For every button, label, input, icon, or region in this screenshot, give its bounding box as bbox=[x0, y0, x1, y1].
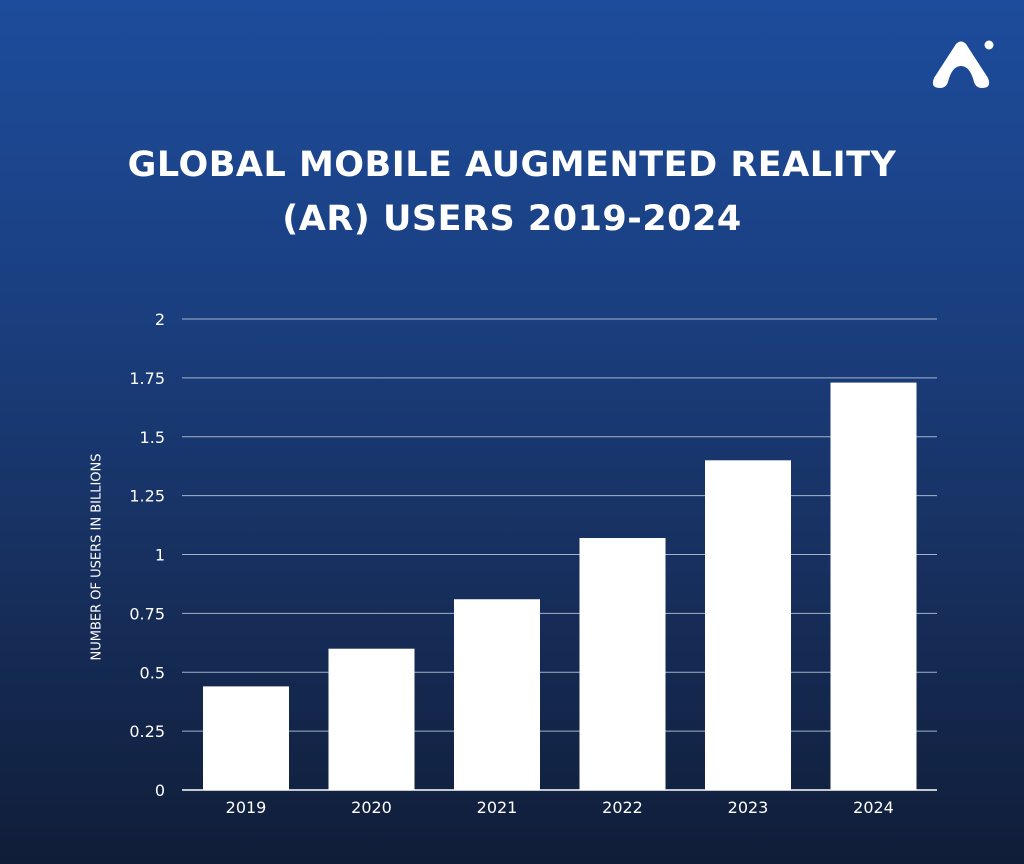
y-tick-label: 1 bbox=[155, 546, 165, 565]
x-tick-label: 2020 bbox=[351, 798, 392, 817]
x-tick-label: 2024 bbox=[853, 798, 894, 817]
brand-logo-icon bbox=[932, 40, 994, 88]
chart-title: GLOBAL MOBILE AUGMENTED REALITY (AR) USE… bbox=[0, 138, 1024, 246]
y-tick-label: 1.25 bbox=[129, 487, 165, 506]
y-tick-label: 1.75 bbox=[129, 369, 165, 388]
x-tick-label: 2022 bbox=[602, 798, 643, 817]
y-tick-label: 0.25 bbox=[129, 722, 165, 741]
y-tick-label: 2 bbox=[155, 310, 165, 329]
bar-2022 bbox=[579, 538, 666, 790]
y-tick-label: 1.5 bbox=[140, 428, 165, 447]
bar-2020 bbox=[328, 648, 415, 790]
y-tick-label: 0.5 bbox=[140, 663, 165, 682]
x-tick-label: 2021 bbox=[477, 798, 518, 817]
bar-2023 bbox=[705, 460, 791, 790]
bar-2019 bbox=[203, 686, 289, 790]
chart-title-line-2: (AR) USERS 2019-2024 bbox=[282, 199, 742, 239]
bar-2021 bbox=[454, 599, 540, 790]
y-tick-label: 0.75 bbox=[129, 604, 165, 623]
bar-2024 bbox=[830, 382, 917, 790]
x-tick-label: 2019 bbox=[226, 798, 267, 817]
y-tick-label: 0 bbox=[155, 781, 165, 800]
x-tick-label: 2023 bbox=[728, 798, 769, 817]
chart-title-line-1: GLOBAL MOBILE AUGMENTED REALITY bbox=[127, 145, 897, 185]
